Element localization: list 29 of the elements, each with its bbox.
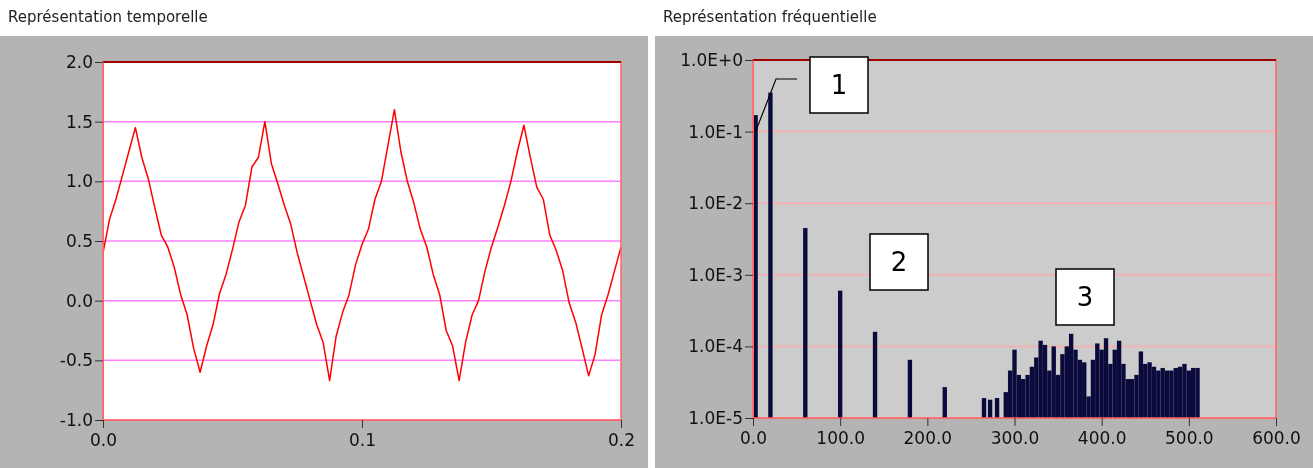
annotation: 2 bbox=[890, 247, 908, 277]
x-tick-label: 300.0 bbox=[990, 428, 1040, 449]
y-tick-label: 2.0 bbox=[65, 51, 93, 72]
chart-title: Représentation temporelle bbox=[8, 8, 208, 26]
y-tick-label: -0.5 bbox=[59, 350, 93, 371]
x-tick-label: 100.0 bbox=[816, 428, 865, 449]
x-tick-label: 500.0 bbox=[1165, 428, 1214, 449]
y-tick-label: -1.0 bbox=[59, 409, 93, 430]
annotation: 1 bbox=[830, 70, 848, 100]
x-tick-label: 400.0 bbox=[1077, 428, 1127, 449]
y-tick-label: 0.5 bbox=[65, 230, 93, 251]
x-tick-label: 0.2 bbox=[607, 430, 636, 451]
y-tick-label: 0.0 bbox=[65, 290, 93, 311]
x-tick-label: 200.0 bbox=[903, 428, 953, 449]
y-tick-label: 1.0E-5 bbox=[688, 407, 743, 428]
x-tick-label: 0.0 bbox=[89, 430, 118, 451]
y-tick-label: 1.0E-1 bbox=[688, 121, 743, 142]
chart-title: Représentation fréquentielle bbox=[663, 8, 877, 26]
x-tick-label: 0.0 bbox=[739, 428, 768, 449]
x-tick-label: 600.0 bbox=[1252, 428, 1301, 449]
y-tick-label: 1.0 bbox=[65, 171, 93, 192]
x-tick-label: 0.1 bbox=[348, 430, 377, 451]
y-tick-label: 1.0E-2 bbox=[688, 193, 743, 214]
y-tick-label: 1.0E+0 bbox=[680, 49, 743, 70]
line-series bbox=[102, 108, 622, 382]
annotation: 3 bbox=[1076, 282, 1094, 312]
y-tick-label: 1.5 bbox=[65, 111, 93, 132]
y-tick-label: 1.0E-4 bbox=[688, 336, 743, 357]
y-tick-label: 1.0E-3 bbox=[688, 264, 743, 285]
